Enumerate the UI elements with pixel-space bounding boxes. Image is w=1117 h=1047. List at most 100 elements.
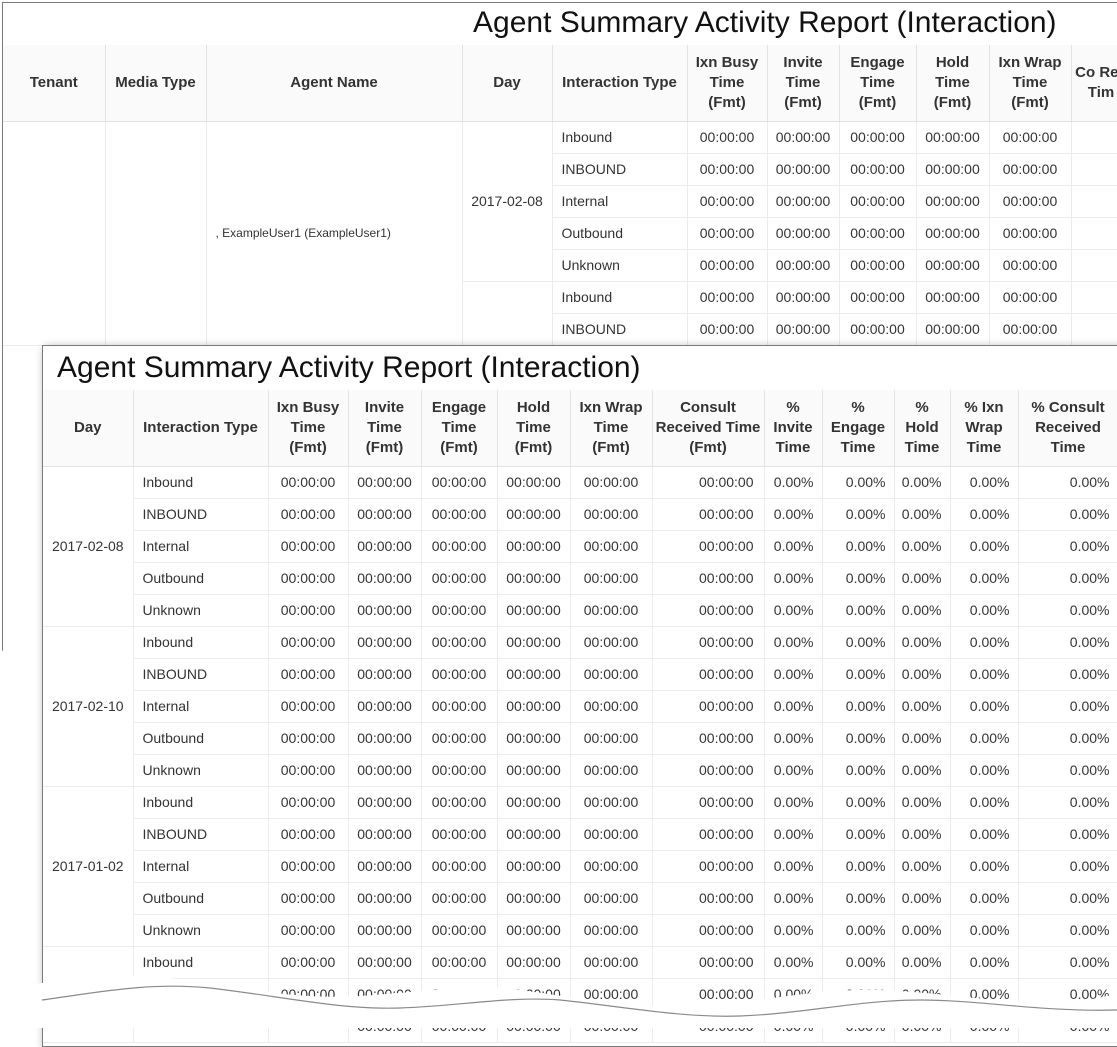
time-cell: 00:00:00 [989,185,1072,218]
time-cell: 00:00:00 [348,626,422,659]
time-cell: 00:00:00 [497,722,571,755]
column-header: % Ixn Wrap Time [950,390,1019,467]
percent-cell: 0.00% [1018,562,1117,595]
table-row: Unknown 00:00:00 00:00:00 00:00:00 00:00:00 0… [43,754,1117,787]
time-cell: 00:00:00 [767,217,840,250]
percent-cell: 0.00% [950,818,1019,851]
percent-cell: 0.00% [894,690,951,723]
time-cell: 00:00:00 [989,281,1072,314]
time-cell: 00:00:00 [497,850,571,883]
time-cell: 00:00:00 [570,850,653,883]
time-cell: 00:00:00 [839,313,917,346]
percent-cell: 0.00% [894,658,951,691]
time-cell: 00:00:00 [348,818,422,851]
time-cell: 00:00:00 [916,185,990,218]
percent-cell: 0.00% [1018,626,1117,659]
time-cell: 00:00:00 [421,850,498,883]
column-header: Ixn Wrap Time (Fmt) [989,45,1072,122]
time-cell: 00:00:00 [348,786,422,819]
time-cell: 00:00:00 [421,914,498,947]
table-row: , ExampleUser1 (ExampleUser1) 2017-02-08 I… [3,121,1117,346]
time-cell: 00:00:00 [989,153,1072,186]
time-cell: 00:00:00 [687,249,768,282]
time-cell: 00:00:00 [348,658,422,691]
percent-cell: 0.00% [764,690,823,723]
report-table-back: Tenant Media Type Agent Name Day Interaction… [3,45,1117,346]
percent-cell: 0.00% [822,914,895,947]
column-header: Hold Time (Fmt) [916,45,990,122]
percent-cell: 0.00% [822,946,895,979]
percent-cell: 0.00% [950,786,1019,819]
time-cell: 00:00:00 [497,914,571,947]
time-cell: 00:00:00 [268,946,349,979]
time-cell [1071,281,1117,314]
percent-cell: 0.00% [950,722,1019,755]
column-header: Interaction Type [552,45,688,122]
percent-cell: 0.00% [894,754,951,787]
interaction-type-cell: Outbound [133,722,269,755]
time-cell: 00:00:00 [570,594,653,627]
column-header: % Invite Time [764,390,823,467]
time-cell: 00:00:00 [687,217,768,250]
tenant-cell [3,121,106,346]
time-cell: 00:00:00 [268,786,349,819]
time-cell: 00:00:00 [421,946,498,979]
time-cell: 00:00:00 [989,249,1072,282]
time-cell: 00:00:00 [916,249,990,282]
time-cell: 00:00:00 [268,722,349,755]
percent-cell: 0.00% [950,690,1019,723]
percent-cell: 0.00% [894,818,951,851]
column-header: Hold Time (Fmt) [497,390,571,467]
time-cell: 00:00:00 [497,818,571,851]
percent-cell: 0.00% [822,530,895,563]
interaction-type-cell: Outbound [552,217,688,250]
percent-cell: 0.00% [764,818,823,851]
time-cell: 00:00:00 [497,946,571,979]
time-cell: 00:00:00 [570,818,653,851]
time-cell: 00:00:00 [570,722,653,755]
time-cell: 00:00:00 [652,882,765,915]
table-row: 2017-02-08 Inbound 00:00:00 00:00:00 00:00:0… [43,466,1117,627]
percent-cell: 0.00% [894,466,951,499]
time-cell: 00:00:00 [421,562,498,595]
time-cell: 00:00:00 [687,313,768,346]
time-cell: 00:00:00 [839,185,917,218]
table-row: Unknown 00:00:00 00:00:00 00:00:00 00:00:00 0… [43,594,1117,627]
column-header: Engage Time (Fmt) [421,390,498,467]
percent-cell: 0.00% [894,914,951,947]
percent-cell: 0.00% [1018,690,1117,723]
percent-cell: 0.00% [1018,818,1117,851]
percent-cell: 0.00% [764,882,823,915]
time-cell: 00:00:00 [839,153,917,186]
percent-cell: 0.00% [822,626,895,659]
percent-cell: 0.00% [822,722,895,755]
time-cell: 00:00:00 [268,754,349,787]
time-cell: 00:00:00 [421,626,498,659]
time-cell: 00:00:00 [421,690,498,723]
interaction-type-cell: Inbound [133,466,269,499]
percent-cell: 0.00% [764,498,823,531]
time-cell: 00:00:00 [570,690,653,723]
percent-cell: 0.00% [822,562,895,595]
time-cell: 00:00:00 [767,249,840,282]
time-cell: 00:00:00 [497,882,571,915]
interaction-type-cell: Outbound [133,562,269,595]
percent-cell: 0.00% [764,626,823,659]
time-cell: 00:00:00 [652,562,765,595]
time-cell: 00:00:00 [348,690,422,723]
percent-cell: 0.00% [950,882,1019,915]
table-row: Internal 00:00:00 00:00:00 00:00:00 00:00:00… [43,690,1117,723]
time-cell: 00:00:00 [348,466,422,499]
interaction-type-cell: Inbound [552,121,688,154]
percent-cell: 0.00% [950,754,1019,787]
time-cell: 00:00:00 [652,466,765,499]
time-cell: 00:00:00 [348,754,422,787]
time-cell: 00:00:00 [570,626,653,659]
table-row: Outbound 00:00:00 00:00:00 00:00:00 00:00:00… [43,562,1117,595]
day-cell [462,281,553,346]
time-cell: 00:00:00 [767,121,840,154]
time-cell: 00:00:00 [687,121,768,154]
time-cell: 00:00:00 [348,946,422,979]
